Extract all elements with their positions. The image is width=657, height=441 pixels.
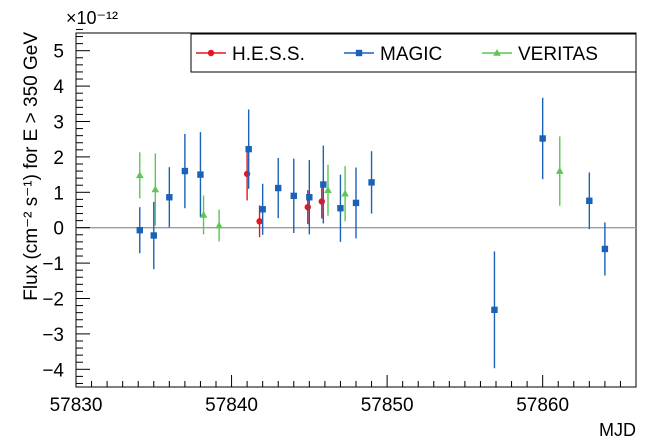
data-point: [320, 145, 327, 224]
data-point: [181, 133, 189, 209]
data-point: [352, 167, 360, 239]
data-point-marker: [199, 210, 208, 218]
data-point: [166, 167, 173, 228]
data-point: [151, 153, 160, 226]
y-axis-ticks: [76, 28, 90, 384]
legend-box: [190, 33, 637, 73]
data-point: [215, 209, 223, 242]
legend-label: H.E.S.S.: [232, 44, 305, 65]
legend-entry-magic: MAGIC: [344, 44, 442, 65]
series-magic: [136, 97, 609, 369]
series-hess: [243, 147, 325, 238]
legend-entry-hess: H.E.S.S.: [196, 44, 305, 65]
x-tick-label: 57840: [205, 395, 258, 416]
legend: H.E.S.S. MAGIC VERITAS: [190, 33, 637, 73]
data-point: [245, 109, 252, 189]
x-tick-label: 57830: [50, 395, 103, 416]
data-point-marker: [197, 171, 204, 178]
data-point: [306, 160, 313, 235]
legend-label: VERITAS: [518, 44, 598, 65]
y-tick-label: −3: [42, 325, 64, 346]
data-point: [539, 97, 546, 180]
data-point-marker: [245, 145, 252, 153]
data-point-marker: [368, 179, 375, 186]
y-tick-label: 2: [53, 148, 64, 169]
data-series: [135, 97, 609, 369]
y-tick-label: 3: [53, 113, 64, 134]
x-axis-ticks: [75, 375, 637, 387]
data-point: [259, 183, 266, 235]
data-point: [586, 172, 593, 230]
data-point-marker: [601, 245, 609, 253]
data-point: [199, 195, 208, 235]
data-point-marker: [166, 194, 173, 201]
data-point-marker: [539, 135, 546, 142]
data-point: [290, 158, 297, 234]
y-tick-label: −4: [42, 360, 64, 381]
data-point-marker: [181, 167, 189, 175]
data-point-marker: [324, 186, 332, 193]
y-tick-label: −1: [42, 254, 64, 275]
data-point: [368, 151, 375, 214]
data-point-marker: [337, 205, 344, 212]
data-point-marker: [341, 189, 349, 197]
data-point-marker: [355, 49, 363, 57]
series-veritas: [135, 136, 564, 242]
data-point-marker: [215, 221, 223, 229]
y-axis-label: Flux (cm⁻² s⁻¹) for E > 350 GeV: [21, 32, 42, 301]
data-point: [135, 152, 144, 199]
x-axis-label: MJD: [599, 420, 636, 440]
data-point: [324, 164, 332, 216]
y-tick-label: −2: [42, 290, 64, 311]
data-point-marker: [259, 206, 266, 213]
data-point: [150, 201, 157, 270]
legend-label: MAGIC: [380, 44, 442, 65]
data-point-marker: [136, 226, 143, 234]
data-point: [601, 222, 609, 276]
x-axis-tick-labels: 57830 57840 57850 57860: [50, 395, 570, 416]
y-tick-label: 5: [53, 42, 64, 63]
data-point: [197, 132, 204, 218]
x-tick-label: 57850: [361, 395, 414, 416]
data-point: [337, 174, 344, 242]
data-point-marker: [352, 199, 360, 207]
y-axis-exponent-label: ×10⁻¹²: [66, 8, 118, 28]
data-point-marker: [555, 167, 564, 174]
data-point: [341, 166, 349, 222]
data-point-marker: [135, 171, 144, 179]
data-point-marker: [275, 184, 282, 192]
y-tick-label: 0: [53, 219, 64, 240]
data-point: [491, 251, 498, 369]
y-axis-tick-labels: −4 −3 −2 −1 0 1 2 3 4 5: [42, 42, 64, 382]
data-point-marker: [491, 306, 498, 314]
y-tick-label: 4: [53, 77, 64, 98]
data-point: [275, 157, 282, 219]
data-point-marker: [493, 49, 501, 56]
data-point-marker: [320, 181, 327, 188]
data-point: [555, 136, 564, 206]
x-tick-label: 57860: [516, 395, 569, 416]
data-point-marker: [256, 218, 263, 225]
data-point-marker: [586, 197, 593, 204]
data-point-marker: [151, 185, 160, 193]
legend-entry-veritas: VERITAS: [482, 44, 598, 65]
data-point-marker: [290, 192, 297, 200]
data-point-marker: [150, 232, 157, 239]
y-tick-label: 1: [53, 183, 64, 204]
data-point-marker: [207, 49, 215, 57]
data-point-marker: [306, 194, 313, 201]
data-point: [136, 207, 143, 254]
